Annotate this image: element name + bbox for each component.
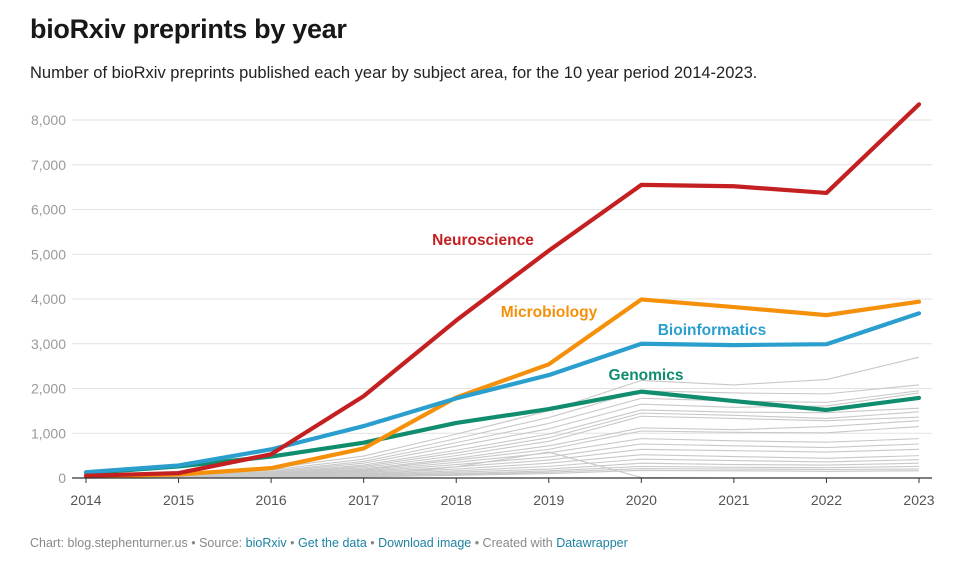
x-tick-label: 2021 <box>718 492 749 508</box>
y-tick-label: 7,000 <box>31 157 66 173</box>
y-axis-ticks: 0 1,000 2,000 3,000 4,000 5,000 6,000 7,000 8,00… <box>31 112 66 486</box>
download-image-link[interactable]: Download image <box>378 536 472 550</box>
datawrapper-link[interactable]: Datawrapper <box>556 536 628 550</box>
x-tick-label: 2014 <box>70 492 101 508</box>
chart-footer: Chart: blog.stephenturner.us • Source: b… <box>30 536 628 550</box>
x-tick-label: 2017 <box>348 492 379 508</box>
series-line-neuroscience <box>83 102 922 478</box>
series-label-neuroscience: Neuroscience <box>432 232 534 249</box>
highlighted-series <box>83 102 922 479</box>
y-tick-label: 5,000 <box>31 246 66 262</box>
x-tick-label: 2016 <box>256 492 287 508</box>
footer-separator: • <box>366 536 379 550</box>
y-tick-label: 1,000 <box>31 425 66 441</box>
x-tick-label: 2022 <box>811 492 842 508</box>
source-link[interactable]: bioRxiv <box>245 536 287 550</box>
series-line-bioinformatics <box>83 311 922 475</box>
chart-subtitle: Number of bioRxiv preprints published ea… <box>30 64 758 82</box>
x-tick-label: 2018 <box>441 492 472 508</box>
footer-created-label: Created with <box>482 536 557 550</box>
footer-separator: • <box>286 536 298 550</box>
y-tick-label: 0 <box>58 470 66 486</box>
series-line-genomics <box>83 389 922 476</box>
x-tick-label: 2015 <box>163 492 194 508</box>
y-tick-label: 8,000 <box>31 112 66 128</box>
x-tick-label: 2019 <box>533 492 564 508</box>
y-tick-label: 2,000 <box>31 381 66 397</box>
series-label-genomics: Genomics <box>609 367 684 384</box>
footer-separator: • <box>187 536 200 550</box>
chart-title: bioRxiv preprints by year <box>30 14 347 44</box>
footer-source-label: Source: <box>199 536 246 550</box>
x-axis: 2014 2015 2016 2017 2018 2019 2020 2021 2022 2023 <box>70 477 935 508</box>
line-chart: 0 1,000 2,000 3,000 4,000 5,000 6,000 7,000 8,00… <box>31 102 935 508</box>
y-tick-label: 3,000 <box>31 336 66 352</box>
series-label-microbiology: Microbiology <box>501 304 598 321</box>
x-tick-label: 2020 <box>626 492 657 508</box>
get-data-link[interactable]: Get the data <box>297 536 367 550</box>
y-tick-label: 6,000 <box>31 202 66 218</box>
series-labels: Neuroscience Microbiology Bioinformatics Ge… <box>432 232 766 384</box>
background-series-line <box>85 390 920 479</box>
series-line-microbiology <box>83 297 922 479</box>
footer-credit: Chart: blog.stephenturner.us <box>30 536 188 550</box>
footer-separator: • <box>471 536 483 550</box>
series-label-bioinformatics: Bioinformatics <box>658 322 767 339</box>
y-tick-label: 4,000 <box>31 291 66 307</box>
x-tick-label: 2023 <box>903 492 934 508</box>
